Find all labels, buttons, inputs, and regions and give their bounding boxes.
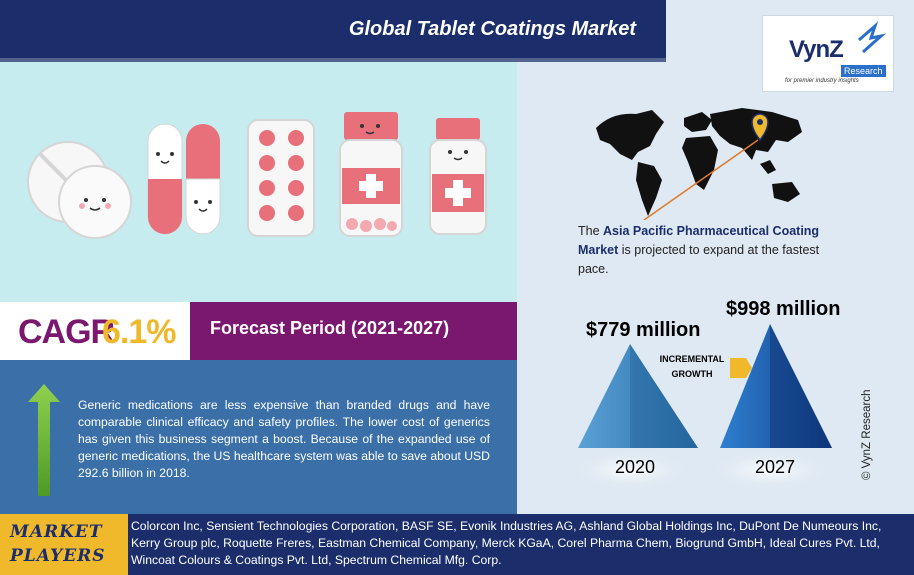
medicine-bottle-icon xyxy=(429,118,487,235)
map-note: The Asia Pacific Pharmaceutical Coating … xyxy=(578,222,838,279)
medicine-bottle-icon xyxy=(339,112,403,237)
cagr-tab: CAGR 6.1% xyxy=(0,302,190,360)
pyramid-2027 xyxy=(720,324,832,448)
world-map-icon xyxy=(596,108,802,220)
growth-pyramids xyxy=(570,324,832,490)
market-players-list: Colorcon Inc, Sensient Technologies Corp… xyxy=(131,519,882,567)
players-label-line1: MARKET xyxy=(10,522,103,542)
logo-sub: Research xyxy=(841,65,886,77)
forecast-period: Forecast Period (2021-2027) xyxy=(210,318,450,338)
growth-arrow-icon xyxy=(730,358,752,378)
market-players-bar xyxy=(0,514,914,575)
blister-pack-icon xyxy=(247,119,315,237)
map-note-prefix: The xyxy=(578,224,604,238)
tablet-icon xyxy=(27,141,132,239)
incremental-growth-label: INCREMENTAL GROWTH xyxy=(652,352,732,382)
growth-line1: INCREMENTAL xyxy=(659,354,725,364)
market-players-tag: MARKET PLAYERS xyxy=(0,514,128,575)
year-2027: 2027 xyxy=(755,457,796,477)
description-text: Generic medications are less expensive t… xyxy=(78,398,490,480)
map-note-highlight: Asia Pacific Pharmaceutical Coating Mark… xyxy=(578,224,820,257)
map-note-suffix: is projected to expand at the fastest pa… xyxy=(578,243,820,276)
logo-mark-icon xyxy=(858,21,887,54)
players-label-line2: PLAYERS xyxy=(10,546,106,566)
logo-tagline: for premier industry insights xyxy=(785,78,859,84)
growth-line2: GROWTH xyxy=(671,369,713,379)
value-2027: $998 million xyxy=(726,298,841,320)
title-divider xyxy=(0,58,666,62)
cagr-label: CAGR xyxy=(18,313,115,351)
value-2020: $779 million xyxy=(586,319,701,341)
medicine-illustration xyxy=(0,62,517,302)
description-panel: Generic medications are less expensive t… xyxy=(0,360,517,514)
title-bar: Global Tablet Coatings Market xyxy=(0,0,666,62)
pyramid-2020 xyxy=(578,344,698,448)
cagr-value: 6.1% xyxy=(102,313,176,351)
vynz-logo: VynZ Research for premier industry insig… xyxy=(762,15,894,92)
copyright: © VynZ Research xyxy=(861,389,873,481)
up-arrow-icon xyxy=(28,384,60,496)
capsule-icon xyxy=(147,123,221,235)
location-pin-icon xyxy=(751,113,769,142)
year-2020: 2020 xyxy=(615,457,656,477)
logo-brand: VynZ xyxy=(789,36,844,63)
page-title: Global Tablet Coatings Market xyxy=(348,18,636,40)
